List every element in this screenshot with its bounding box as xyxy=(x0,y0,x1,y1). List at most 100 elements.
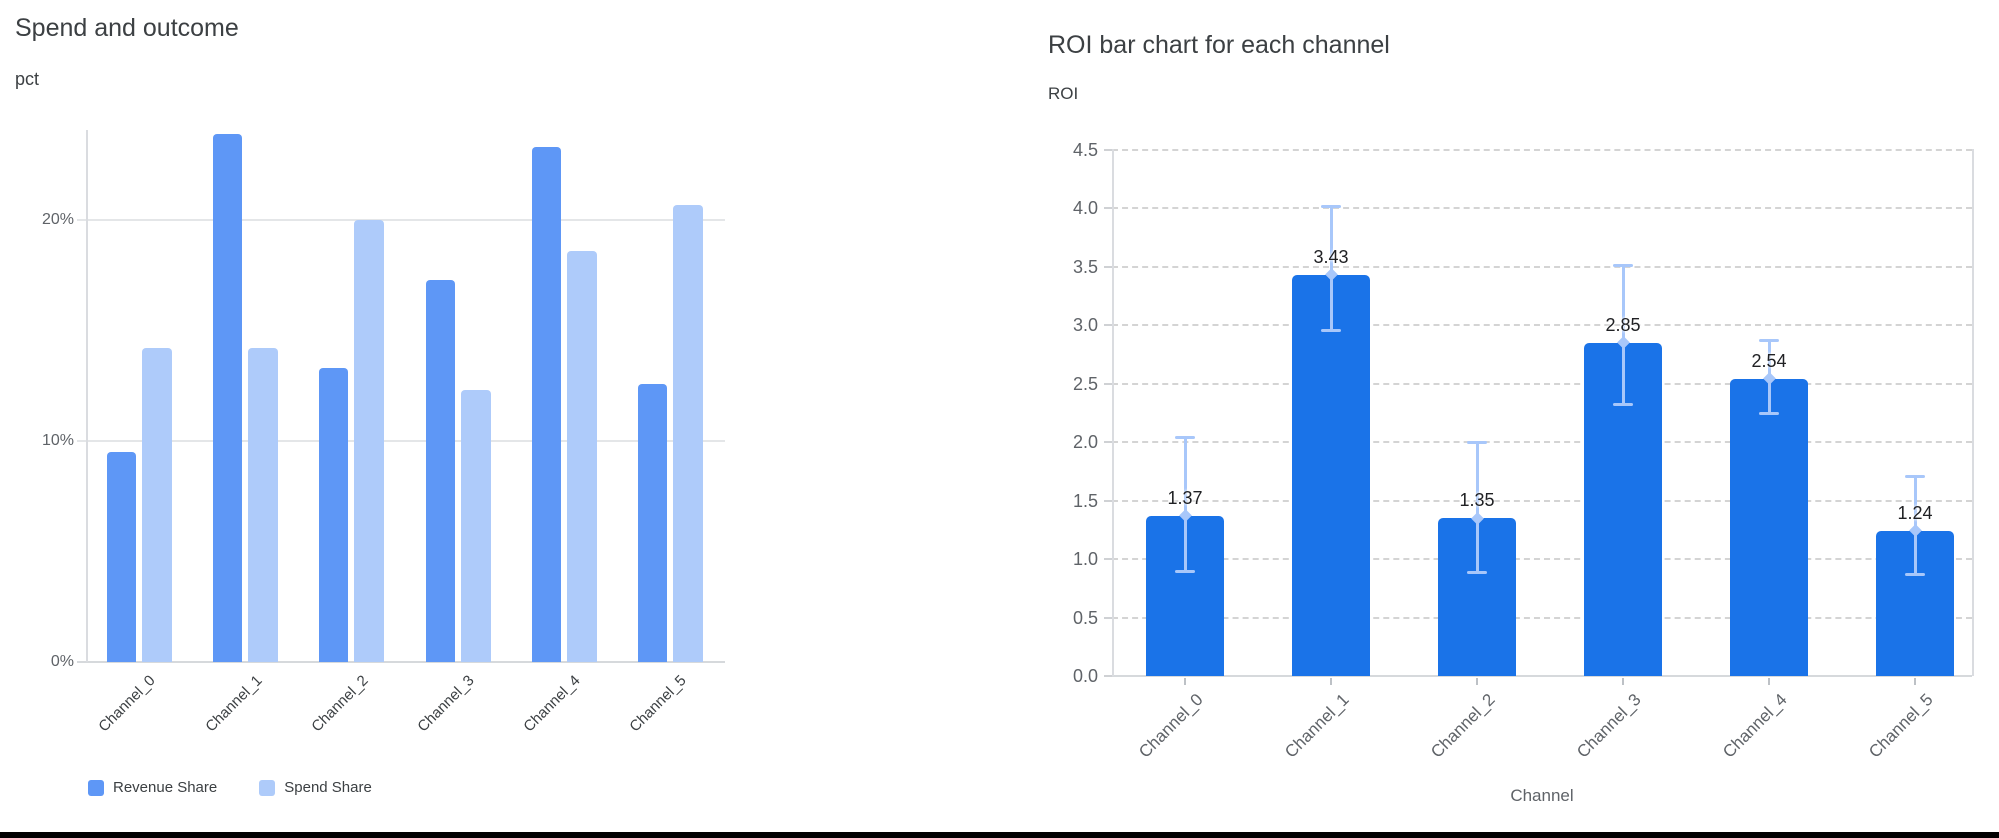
error-bar xyxy=(1475,442,1479,574)
y-tick xyxy=(1104,441,1112,443)
y-tick xyxy=(1104,558,1112,560)
bar-value-label: 1.35 xyxy=(1459,490,1495,511)
gridline xyxy=(1112,324,1972,326)
legend-swatch-spend-share xyxy=(259,779,276,796)
x-tick xyxy=(1914,678,1916,685)
bar-value-label: 3.43 xyxy=(1313,246,1349,267)
bar-spend-share-channel-5[interactable] xyxy=(673,204,703,662)
gridline xyxy=(1112,558,1972,560)
error-bar-cap-bottom xyxy=(1175,569,1195,573)
y-tick-label: 3.0 xyxy=(1072,315,1098,335)
bar-value-label: 2.85 xyxy=(1605,314,1641,335)
bar-revenue-share-channel-1[interactable] xyxy=(213,133,243,662)
left-chart-title: Spend and outcome xyxy=(15,14,239,42)
bar-roi-channel-4[interactable] xyxy=(1730,378,1808,676)
right-chart-x-axis-title: Channel xyxy=(1510,786,1574,805)
y-tick xyxy=(1104,148,1112,151)
bar-revenue-share-channel-4[interactable] xyxy=(531,147,561,662)
error-bar-cap-bottom xyxy=(1759,411,1779,415)
bar-value-label: 2.54 xyxy=(1751,350,1787,371)
y-tick xyxy=(1104,499,1112,502)
bar-value-label: 1.24 xyxy=(1897,502,1933,523)
x-tick-label: Channel_3 xyxy=(1572,690,1645,762)
bar-spend-share-channel-1[interactable] xyxy=(248,348,279,662)
y-tick xyxy=(1104,265,1112,268)
gridline xyxy=(1112,207,1972,209)
x-tick xyxy=(1476,678,1478,685)
bar-revenue-share-channel-0[interactable] xyxy=(107,452,136,662)
y-tick-label: 10% xyxy=(41,432,74,449)
error-bar-cap-top xyxy=(1175,436,1195,440)
gridline xyxy=(1112,675,1972,677)
error-bar-cap-top xyxy=(1613,264,1633,268)
x-tick xyxy=(1622,678,1624,685)
y-tick-label: 0.5 xyxy=(1072,607,1098,628)
error-bar-cap-bottom xyxy=(1905,573,1925,577)
y-tick-label: 3.5 xyxy=(1072,256,1098,277)
x-tick-label: Channel_2 xyxy=(1426,690,1499,762)
x-tick-label: Channel_1 xyxy=(201,672,266,736)
bar-spend-share-channel-4[interactable] xyxy=(566,250,597,662)
y-tick xyxy=(1104,207,1112,209)
bar-revenue-share-channel-2[interactable] xyxy=(319,368,349,662)
x-tick-label: Channel_0 xyxy=(95,672,160,736)
right-chart-y-axis-unit: ROI xyxy=(1048,84,1079,103)
x-tick xyxy=(1184,678,1186,685)
y-axis-line xyxy=(1112,149,1114,676)
x-tick-label: Channel_4 xyxy=(520,672,584,736)
legend-label-revenue-share: Revenue Share xyxy=(113,779,218,796)
y-tick xyxy=(1104,675,1112,677)
left-chart-y-axis-unit: pct xyxy=(15,69,40,89)
y-tick xyxy=(1104,382,1112,385)
error-bar-cap-bottom xyxy=(1321,328,1341,332)
y-tick-label: 4.0 xyxy=(1072,198,1098,218)
y-tick xyxy=(1104,616,1112,619)
x-tick-label: Channel_0 xyxy=(1134,690,1207,762)
legend-item-spend-share[interactable]: Spend Share xyxy=(259,779,372,796)
bar-spend-share-channel-3[interactable] xyxy=(460,390,491,662)
gridline xyxy=(1112,265,1972,268)
x-tick xyxy=(1768,678,1770,685)
y-tick-label: 2.0 xyxy=(1072,432,1098,452)
bottom-rule xyxy=(0,832,1999,838)
y-tick-label: 2.5 xyxy=(1072,373,1098,394)
y-tick-label: 0% xyxy=(50,653,74,670)
gridline xyxy=(77,440,725,442)
y-tick-label: 4.5 xyxy=(1072,139,1098,160)
y-axis-line xyxy=(86,130,88,662)
legend-item-revenue-share[interactable]: Revenue Share xyxy=(88,779,217,796)
x-tick-label: Channel_1 xyxy=(1280,690,1353,762)
gridline xyxy=(1112,616,1972,619)
gridline xyxy=(77,661,725,663)
bar-spend-share-channel-2[interactable] xyxy=(354,220,385,662)
error-bar-cap-top xyxy=(1905,474,1925,478)
x-tick-label: Channel_5 xyxy=(1864,690,1937,762)
gridline xyxy=(1112,382,1972,385)
gridline xyxy=(1112,499,1972,502)
bar-spend-share-channel-0[interactable] xyxy=(142,348,172,662)
y-tick xyxy=(1104,324,1112,326)
gridline xyxy=(1112,441,1972,443)
y-tick-label: 1.5 xyxy=(1072,490,1098,511)
y-tick-label: 1.0 xyxy=(1072,549,1098,569)
error-bar-cap-bottom xyxy=(1613,402,1633,406)
x-tick-label: Channel_4 xyxy=(1718,690,1791,762)
gridline xyxy=(77,219,725,221)
bar-roi-channel-1[interactable] xyxy=(1292,274,1370,676)
gridline xyxy=(1112,148,1972,151)
bar-revenue-share-channel-3[interactable] xyxy=(425,279,455,662)
plot-right-border xyxy=(1972,149,1974,676)
x-tick-label: Channel_3 xyxy=(414,672,478,736)
bar-value-label: 1.37 xyxy=(1167,487,1203,508)
error-bar xyxy=(1183,437,1187,572)
error-bar-cap-top xyxy=(1759,339,1779,343)
error-bar-cap-top xyxy=(1467,441,1487,444)
left-chart-legend: Revenue Share Spend Share xyxy=(88,779,414,796)
error-bar xyxy=(1329,205,1333,331)
bar-revenue-share-channel-5[interactable] xyxy=(638,383,667,662)
error-bar-cap-top xyxy=(1321,204,1341,208)
y-tick-label: 20% xyxy=(41,211,74,228)
legend-label-spend-share: Spend Share xyxy=(284,779,372,796)
x-tick xyxy=(1330,678,1332,685)
